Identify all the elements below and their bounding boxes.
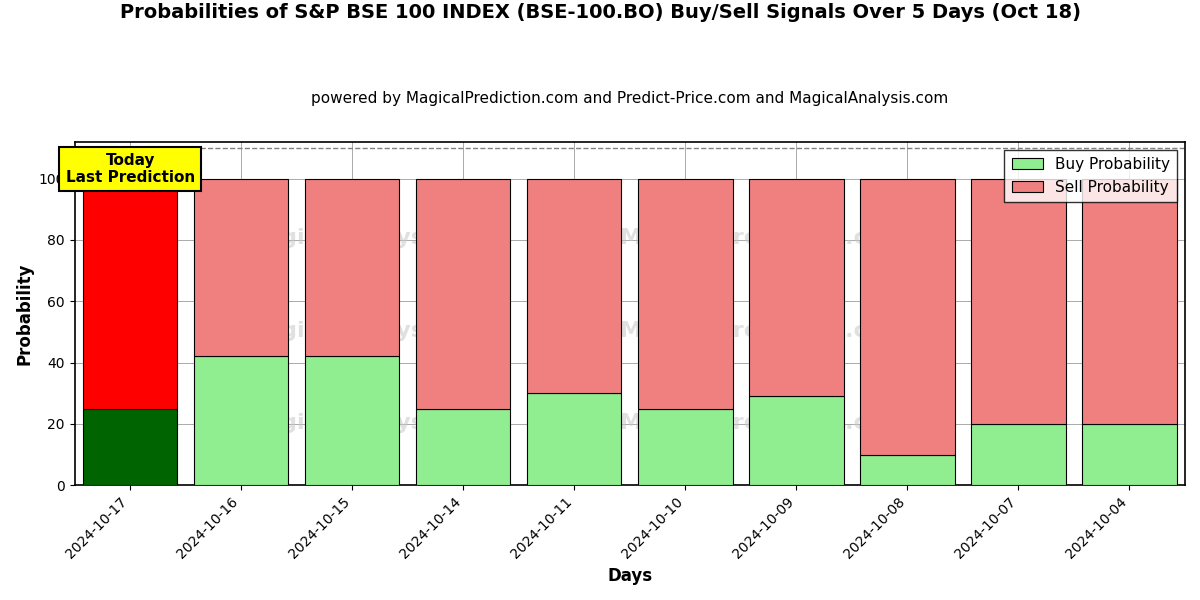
Bar xyxy=(416,409,510,485)
Bar xyxy=(83,409,178,485)
Bar xyxy=(416,179,510,409)
Bar xyxy=(527,179,622,393)
Text: Today
Last Prediction: Today Last Prediction xyxy=(66,152,194,185)
Text: MagicalAnalysis.com: MagicalAnalysis.com xyxy=(244,320,505,341)
Text: MagicalPrediction.com: MagicalPrediction.com xyxy=(620,320,906,341)
Text: MagicalAnalysis.com: MagicalAnalysis.com xyxy=(244,413,505,433)
Bar xyxy=(860,455,955,485)
Bar xyxy=(749,396,844,485)
Bar xyxy=(305,356,400,485)
Bar xyxy=(1082,424,1177,485)
Bar xyxy=(194,179,288,356)
Title: powered by MagicalPrediction.com and Predict-Price.com and MagicalAnalysis.com: powered by MagicalPrediction.com and Pre… xyxy=(311,91,948,106)
Bar xyxy=(638,179,732,409)
Bar xyxy=(971,424,1066,485)
Bar xyxy=(971,179,1066,424)
Bar xyxy=(305,179,400,356)
Bar xyxy=(194,356,288,485)
Bar xyxy=(1082,179,1177,424)
Y-axis label: Probability: Probability xyxy=(16,262,34,365)
Bar xyxy=(860,179,955,455)
Text: MagicalPrediction.com: MagicalPrediction.com xyxy=(620,413,906,433)
Bar xyxy=(749,179,844,396)
Text: MagicalAnalysis.com: MagicalAnalysis.com xyxy=(244,228,505,248)
Text: n: n xyxy=(1088,228,1104,248)
Bar xyxy=(527,393,622,485)
Text: MagicalPrediction.com: MagicalPrediction.com xyxy=(620,228,906,248)
X-axis label: Days: Days xyxy=(607,567,653,585)
Bar xyxy=(83,179,178,409)
Legend: Buy Probability, Sell Probability: Buy Probability, Sell Probability xyxy=(1004,149,1177,202)
Text: Probabilities of S&P BSE 100 INDEX (BSE-100.BO) Buy/Sell Signals Over 5 Days (Oc: Probabilities of S&P BSE 100 INDEX (BSE-… xyxy=(120,3,1080,22)
Bar xyxy=(638,409,732,485)
